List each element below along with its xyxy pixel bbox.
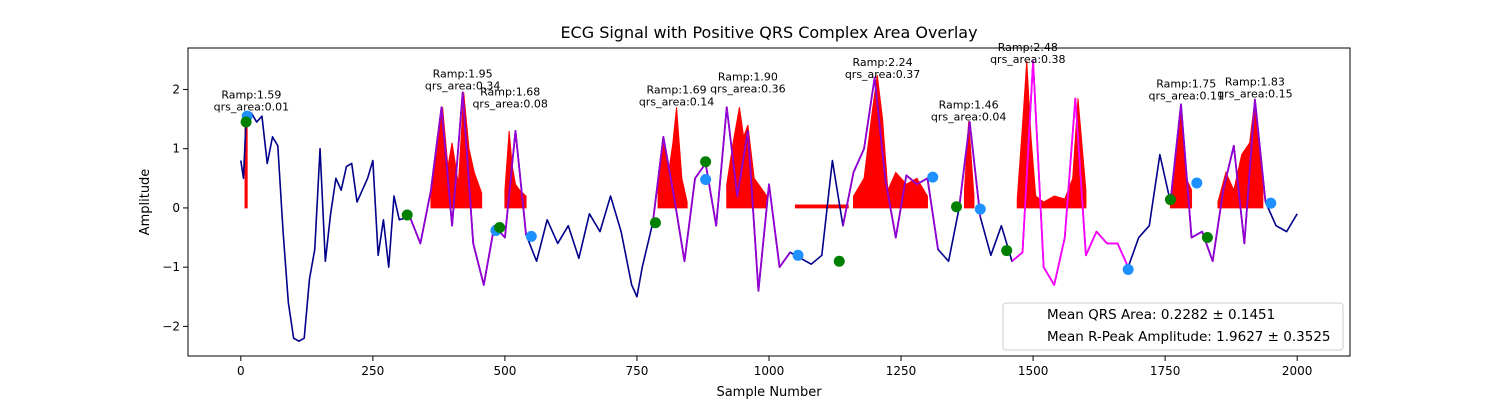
peak-annotation-6-line-1: qrs_area:0.04 <box>931 110 1006 123</box>
onset-marker <box>833 255 845 267</box>
y-tick-label: −1 <box>162 260 180 274</box>
peak-annotation-2-line-0: Ramp:1.68 <box>480 85 540 98</box>
qrs-area-fill-8 <box>1016 60 1087 209</box>
qrs-segment-1 <box>651 106 791 292</box>
onset-marker <box>700 156 712 168</box>
x-axis-label: Sample Number <box>716 385 822 400</box>
y-tick-label: 0 <box>172 201 180 215</box>
peak-annotation-1-line-1: qrs_area:0.34 <box>425 80 500 93</box>
peak-annotation-8-line-0: Ramp:1.75 <box>1156 78 1216 91</box>
peak-annotation-3-line-0: Ramp:1.69 <box>647 84 707 97</box>
qrs-area-fill-7 <box>963 121 975 209</box>
qrs-segment-4 <box>1011 60 1129 286</box>
peak-annotation-0-line-1: qrs_area:0.01 <box>214 100 289 113</box>
offset-marker <box>792 249 804 261</box>
peak-annotation-3-line-1: qrs_area:0.14 <box>639 96 714 109</box>
peak-annotation-0-line-0: Ramp:1.59 <box>221 88 281 101</box>
offset-marker <box>1122 264 1134 276</box>
x-tick-label: 750 <box>626 364 649 378</box>
signal-layer <box>240 60 1298 342</box>
qrs-segment-2 <box>842 76 939 250</box>
peak-annotation-7-line-1: qrs_area:0.38 <box>990 53 1065 66</box>
x-tick-label: 500 <box>493 364 516 378</box>
offset-marker <box>525 230 537 242</box>
offset-marker <box>927 171 939 183</box>
peak-annotation-5-line-1: qrs_area:0.37 <box>845 68 920 81</box>
onset-marker <box>1201 232 1213 244</box>
onset-marker <box>951 201 963 213</box>
peak-annotations: Ramp:1.59qrs_area:0.01Ramp:1.95qrs_area:… <box>214 41 1293 123</box>
peak-annotation-5-line-0: Ramp:2.24 <box>853 56 913 69</box>
y-tick-label: −2 <box>162 319 180 333</box>
x-tick-label: 0 <box>237 364 245 378</box>
x-tick-label: 1000 <box>754 364 785 378</box>
peak-annotation-4-line-0: Ramp:1.90 <box>718 71 778 84</box>
y-tick-label: 2 <box>172 82 180 96</box>
peak-annotation-9-line-0: Ramp:1.83 <box>1225 75 1285 88</box>
qrs-segment-3 <box>958 121 982 217</box>
onset-marker <box>1164 194 1176 206</box>
legend-box <box>1002 302 1344 351</box>
y-axis-ticks: −2 −1 0 1 2 <box>162 82 188 333</box>
legend-entry-r-peak-amplitude: Mean R-Peak Amplitude: 1.9627 ± 0.3525 <box>1047 329 1331 345</box>
qrs-segments <box>408 60 1267 292</box>
offset-marker <box>1191 177 1203 189</box>
onset-marker <box>401 209 413 221</box>
peak-annotation-8-line-1: qrs_area:0.11 <box>1149 90 1224 103</box>
x-tick-label: 1500 <box>1018 364 1049 378</box>
peak-markers <box>240 110 1277 276</box>
onset-marker <box>494 221 506 233</box>
offset-marker <box>974 203 986 215</box>
qrs-area-fill-10 <box>1217 99 1264 209</box>
peak-annotation-9-line-1: qrs_area:0.15 <box>1217 87 1292 100</box>
x-tick-label: 250 <box>361 364 384 378</box>
peak-annotation-1-line-0: Ramp:1.95 <box>433 68 493 81</box>
x-tick-label: 2000 <box>1282 364 1313 378</box>
y-axis-label: Amplitude <box>138 169 153 236</box>
onset-marker <box>649 217 661 229</box>
offset-marker <box>1265 197 1277 209</box>
peak-annotation-4-line-1: qrs_area:0.36 <box>710 83 785 96</box>
chart-title: ECG Signal with Positive QRS Complex Are… <box>560 23 977 42</box>
onset-marker <box>1001 245 1013 257</box>
onset-marker <box>240 116 252 128</box>
peak-annotation-2-line-1: qrs_area:0.08 <box>472 97 547 110</box>
x-tick-label: 1750 <box>1150 364 1181 378</box>
offset-marker <box>700 173 712 185</box>
legend: Mean QRS Area: 0.2282 ± 0.1451 Mean R-Pe… <box>1002 302 1344 351</box>
x-axis-ticks: 0 250 500 750 1000 1250 1500 1750 2000 <box>237 356 1312 378</box>
plot-area: Ramp:1.59qrs_area:0.01Ramp:1.95qrs_area:… <box>214 41 1298 342</box>
qrs-segment-0 <box>408 91 527 286</box>
peak-annotation-7-line-0: Ramp:2.48 <box>998 41 1058 54</box>
qrs-segment-5 <box>1169 98 1267 263</box>
peak-annotation-6-line-0: Ramp:1.46 <box>939 98 999 111</box>
ecg-signal-line <box>240 60 1298 342</box>
y-tick-label: 1 <box>172 142 180 156</box>
legend-entry-qrs-area: Mean QRS Area: 0.2282 ± 0.1451 <box>1047 307 1275 323</box>
x-tick-label: 1250 <box>886 364 917 378</box>
